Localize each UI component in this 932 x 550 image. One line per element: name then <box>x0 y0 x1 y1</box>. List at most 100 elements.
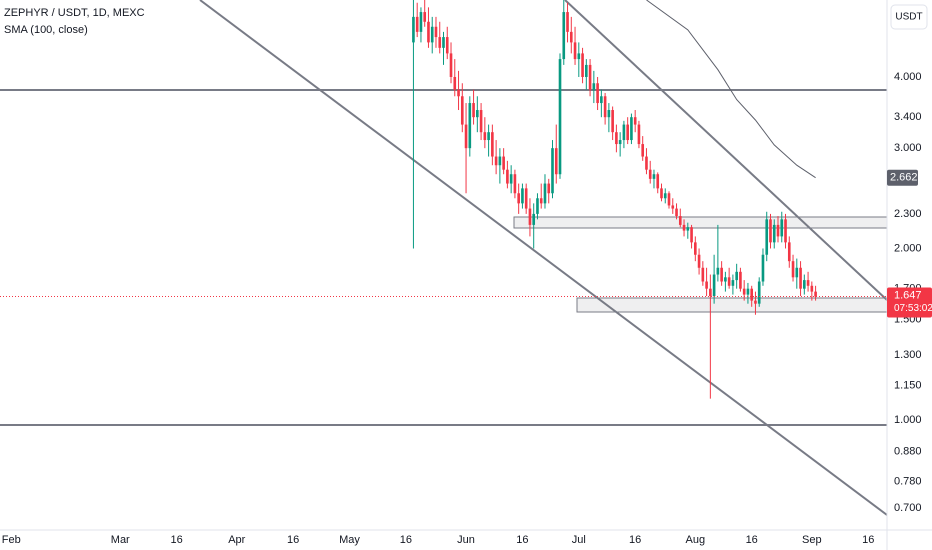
candle-body <box>656 174 660 189</box>
x-tick-label: Mar <box>111 534 130 546</box>
zone <box>513 216 888 229</box>
candle-body <box>585 64 588 77</box>
candle-body <box>671 205 675 209</box>
candle-body <box>581 53 584 77</box>
candle-body <box>678 216 682 225</box>
candle-body <box>784 219 787 243</box>
candle-body <box>596 83 599 104</box>
candle-body <box>460 96 464 125</box>
candle-body <box>637 124 641 145</box>
candle-body <box>569 31 573 43</box>
candle-body <box>483 132 487 141</box>
candle-body <box>663 193 667 199</box>
x-tick-label: 16 <box>862 534 874 546</box>
trend-line <box>564 0 888 301</box>
candle-body <box>419 12 423 32</box>
candle-body <box>468 103 472 149</box>
candle-body <box>675 208 678 217</box>
candle-body <box>551 148 554 194</box>
candle-body <box>769 219 772 243</box>
candle-body <box>712 274 716 297</box>
candle-body <box>754 300 757 304</box>
y-tick-label: 1.300 <box>894 349 922 361</box>
candle-body <box>464 124 468 149</box>
sma-line <box>646 0 816 179</box>
candle-body <box>648 169 652 179</box>
candle-body <box>566 12 569 32</box>
candle-body <box>430 26 434 43</box>
candle-body <box>554 148 558 175</box>
candle-body <box>806 280 810 286</box>
candle-body <box>660 188 663 199</box>
drawings <box>0 0 888 516</box>
candle-body <box>667 193 671 206</box>
candle-body <box>641 144 645 157</box>
current-price-label: 1.647 <box>894 289 922 301</box>
y-tick-label: 0.700 <box>894 502 922 514</box>
candle-body <box>735 271 738 281</box>
y-tick-label: 3.400 <box>894 111 922 123</box>
candle-body <box>528 208 532 225</box>
candle-body <box>479 110 483 133</box>
y-tick-label: 0.880 <box>894 446 922 458</box>
y-tick-label: 2.300 <box>894 208 922 220</box>
x-tick-label: Apr <box>228 534 245 546</box>
candle-body <box>791 261 795 278</box>
y-tick-label: 2.000 <box>894 242 922 254</box>
candle-body <box>765 219 769 255</box>
candle-body <box>810 285 814 292</box>
candle-body <box>445 37 449 54</box>
candle-body <box>415 16 419 32</box>
candle-body <box>694 242 697 255</box>
zone <box>576 297 888 313</box>
candle-body <box>787 242 791 262</box>
x-tick-label: Aug <box>686 534 706 546</box>
candle-body <box>423 12 427 22</box>
candle-body <box>457 89 460 97</box>
candle-body <box>592 83 596 90</box>
candle-body <box>780 219 784 237</box>
current-price-tag <box>887 287 932 318</box>
y-tick-label: 1.000 <box>894 414 922 426</box>
y-tick-label: 3.000 <box>894 142 922 154</box>
candle-body <box>724 277 727 282</box>
candle-body <box>626 124 629 141</box>
candle-body <box>506 169 509 184</box>
candle-body <box>701 267 705 282</box>
candles <box>412 0 817 399</box>
candle-body <box>795 267 799 278</box>
candle-body <box>802 280 806 289</box>
x-tick-label: 16 <box>629 534 641 546</box>
candle-body <box>438 37 442 48</box>
candle-body <box>603 96 607 118</box>
y-tick-label: 1.150 <box>894 379 922 391</box>
candle-body <box>543 183 547 204</box>
candle-body <box>686 227 690 231</box>
candle-body <box>472 103 475 118</box>
candle-body <box>705 281 708 289</box>
candle-body <box>449 53 453 77</box>
currency-button[interactable] <box>890 4 928 30</box>
candle-body <box>727 277 731 286</box>
candle-body <box>494 156 498 166</box>
candle-body <box>731 280 735 286</box>
candle-body <box>739 271 742 289</box>
candle-body <box>716 267 720 275</box>
candle-body <box>453 76 457 90</box>
currency-label[interactable]: USDT <box>895 12 922 23</box>
candle-body <box>521 188 524 204</box>
x-tick-label: Jun <box>457 534 475 546</box>
candle-body <box>607 110 611 118</box>
candle-body <box>517 193 520 204</box>
candle-body <box>434 26 438 38</box>
candle-body <box>814 291 817 297</box>
x-tick-label: Sep <box>802 534 822 546</box>
candle-body <box>776 224 780 237</box>
candle-body <box>427 21 430 43</box>
x-tick-label: 16 <box>171 534 183 546</box>
candle-body <box>412 16 415 43</box>
trend-line <box>199 0 888 516</box>
candle-body <box>772 224 776 243</box>
candle-body <box>633 117 637 125</box>
candle-body <box>442 37 445 48</box>
